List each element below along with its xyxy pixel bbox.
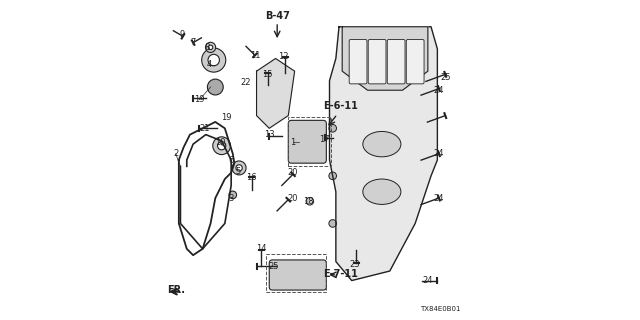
Text: 21: 21 <box>199 124 209 133</box>
Text: 16: 16 <box>246 173 257 182</box>
Circle shape <box>207 79 223 95</box>
Text: 25: 25 <box>269 262 279 271</box>
Text: E-6-11: E-6-11 <box>323 101 358 111</box>
Circle shape <box>298 266 316 284</box>
Text: 18: 18 <box>303 197 314 206</box>
Circle shape <box>229 191 237 199</box>
Text: 5: 5 <box>235 167 240 176</box>
FancyBboxPatch shape <box>406 39 424 84</box>
Text: 17: 17 <box>319 135 330 144</box>
Text: B-47: B-47 <box>265 11 290 21</box>
Circle shape <box>294 129 320 155</box>
Text: 11: 11 <box>250 51 260 60</box>
FancyBboxPatch shape <box>349 39 367 84</box>
Circle shape <box>209 45 212 50</box>
Circle shape <box>232 161 246 175</box>
FancyBboxPatch shape <box>288 120 326 163</box>
Text: 23: 23 <box>349 260 360 269</box>
Text: 2: 2 <box>173 149 179 158</box>
Text: 24: 24 <box>434 86 444 95</box>
Text: 13: 13 <box>264 130 275 139</box>
Bar <box>266 253 326 292</box>
Text: 19: 19 <box>221 113 232 122</box>
Text: 14: 14 <box>256 244 267 253</box>
Bar <box>288 117 331 166</box>
FancyBboxPatch shape <box>387 39 405 84</box>
Circle shape <box>205 42 216 52</box>
Ellipse shape <box>363 179 401 204</box>
Text: 20: 20 <box>288 168 298 177</box>
Text: 20: 20 <box>288 194 298 203</box>
Circle shape <box>301 136 313 148</box>
Text: FR.: FR. <box>166 285 185 295</box>
Polygon shape <box>330 27 437 281</box>
Circle shape <box>202 48 226 72</box>
Text: 4: 4 <box>206 60 212 69</box>
Circle shape <box>329 124 337 132</box>
Circle shape <box>218 142 226 150</box>
Polygon shape <box>257 59 294 128</box>
Text: 15: 15 <box>262 70 273 79</box>
Text: 19: 19 <box>194 95 205 104</box>
Text: 12: 12 <box>278 52 289 61</box>
Ellipse shape <box>363 132 401 157</box>
Text: 7: 7 <box>191 38 196 47</box>
Text: 9: 9 <box>179 30 184 39</box>
Text: 24: 24 <box>422 276 433 285</box>
Text: 24: 24 <box>434 149 444 158</box>
Text: TX84E0B01: TX84E0B01 <box>420 306 461 312</box>
Circle shape <box>306 197 314 205</box>
FancyBboxPatch shape <box>368 39 386 84</box>
Circle shape <box>236 165 243 171</box>
Text: 25: 25 <box>440 73 451 82</box>
Circle shape <box>212 137 230 155</box>
Circle shape <box>208 54 220 66</box>
Circle shape <box>273 267 288 283</box>
Circle shape <box>329 220 337 227</box>
Circle shape <box>329 172 337 180</box>
Text: 22: 22 <box>240 78 251 87</box>
Polygon shape <box>342 27 428 90</box>
Text: 24: 24 <box>434 194 444 203</box>
Text: E-7-11: E-7-11 <box>323 269 358 279</box>
Text: 1: 1 <box>291 138 296 147</box>
Text: 8: 8 <box>205 43 210 52</box>
Text: 6: 6 <box>228 156 234 164</box>
FancyBboxPatch shape <box>269 260 326 290</box>
Text: 10: 10 <box>215 138 225 147</box>
Text: 3: 3 <box>228 194 234 203</box>
